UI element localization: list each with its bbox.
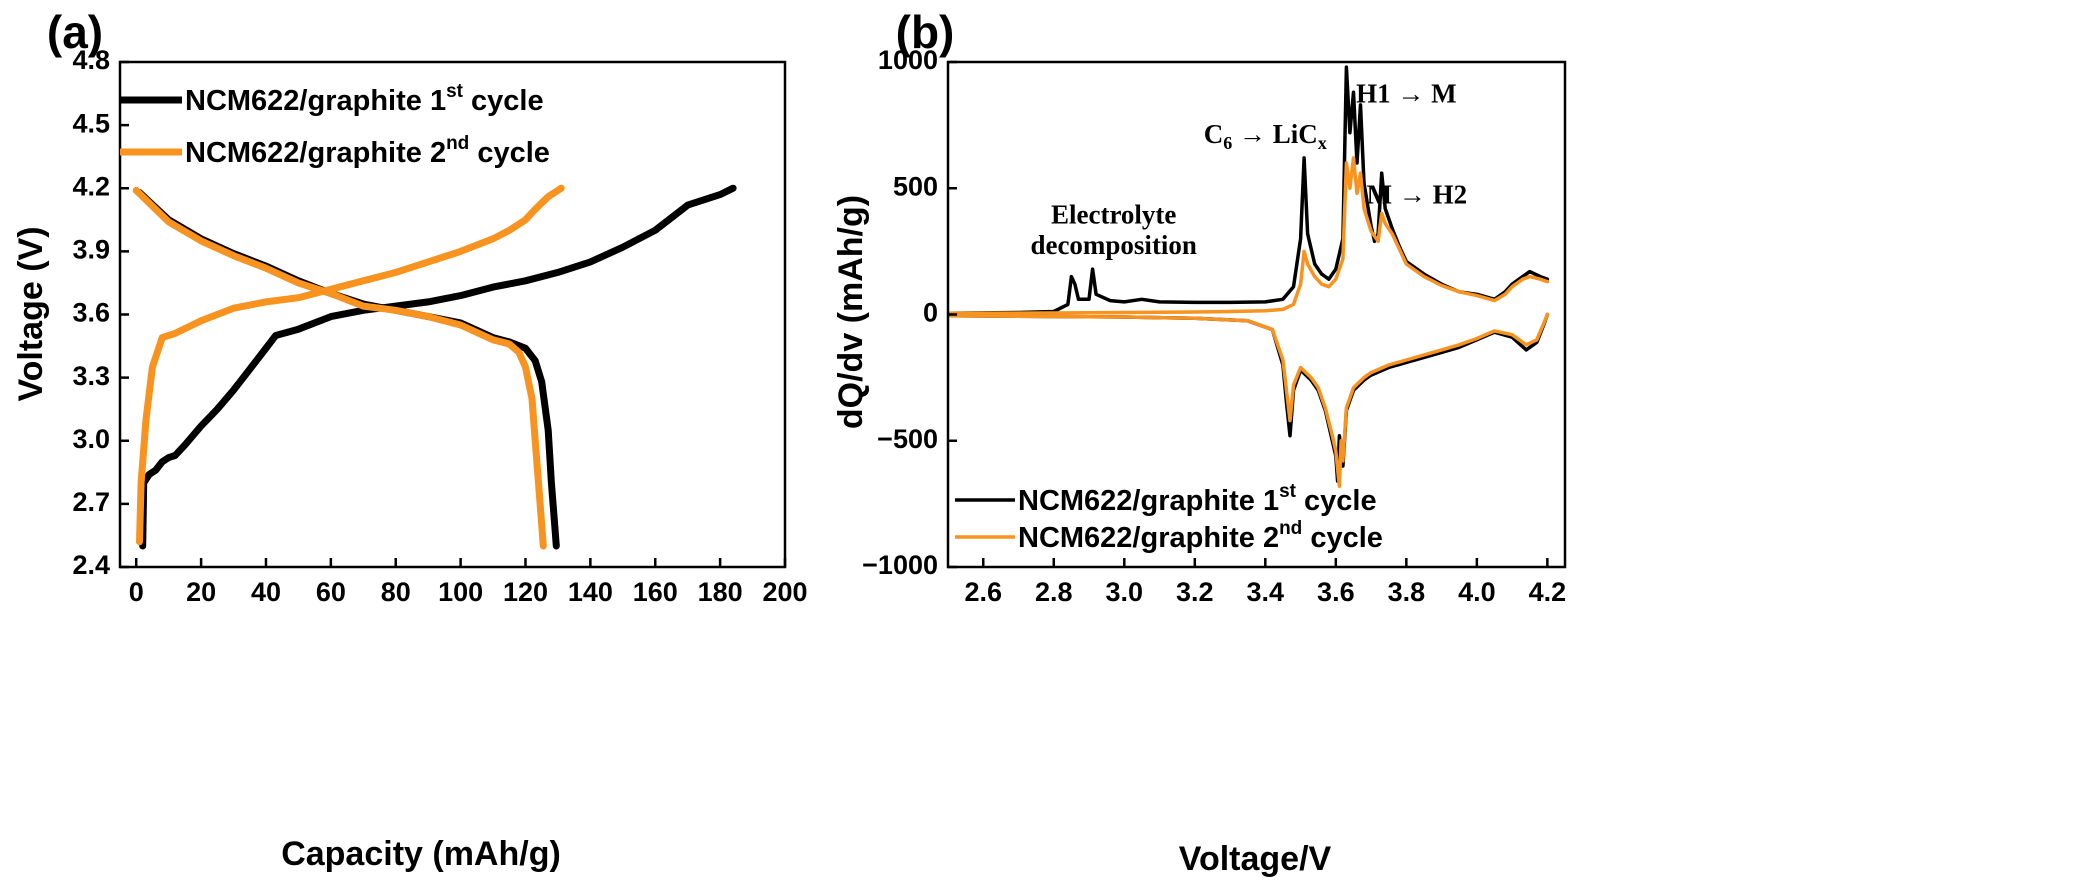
x-tick-label: 120 bbox=[503, 577, 548, 607]
y-axis-title: dQ/dv (mAh/g) bbox=[832, 195, 870, 429]
y-tick-label: 500 bbox=[893, 171, 938, 201]
x-tick-label: 4.2 bbox=[1529, 577, 1567, 607]
y-tick-label: 4.5 bbox=[72, 108, 110, 138]
series-line-1-segment-1 bbox=[139, 184, 737, 550]
series-line-2-segment-1 bbox=[136, 184, 565, 546]
legend: NCM622/graphite 1st cycleNCM622/graphite… bbox=[955, 481, 1383, 554]
x-tick-label: 160 bbox=[633, 577, 678, 607]
series-line-2-segment-1 bbox=[948, 156, 1550, 315]
x-tick-label: 2.6 bbox=[964, 577, 1002, 607]
y-tick-label: 0 bbox=[923, 298, 938, 328]
x-tick-label: 3.8 bbox=[1388, 577, 1426, 607]
legend: NCM622/graphite 1st cycle NCM622/graphite… bbox=[120, 81, 550, 169]
y-tick-label: 3.0 bbox=[72, 424, 110, 454]
x-tick-label: 200 bbox=[762, 577, 807, 607]
x-tick-label: 80 bbox=[381, 577, 411, 607]
x-axis-title: Capacity (mAh/g) bbox=[281, 835, 561, 873]
x-tick-label: 180 bbox=[698, 577, 743, 607]
x-tick-label: 3.4 bbox=[1247, 577, 1285, 607]
y-axis-title: Voltage (V) bbox=[12, 226, 50, 401]
x-tick-label: 100 bbox=[438, 577, 483, 607]
legend-label: NCM622/graphite 1st cycle bbox=[1018, 481, 1377, 517]
annotation-label: M → H2 bbox=[1367, 179, 1468, 209]
annotation-label: C6 → LiCx bbox=[1204, 119, 1327, 153]
y-tick-label: −500 bbox=[877, 424, 938, 454]
legend-label: NCM622/graphite 2nd cycle bbox=[185, 133, 550, 169]
panel-label: (a) bbox=[47, 6, 103, 58]
legend-label: NCM622/graphite 2nd cycle bbox=[1018, 518, 1383, 554]
y-tick-label: 4.8 bbox=[72, 45, 110, 75]
annotation-label: H1 → M bbox=[1356, 78, 1457, 108]
legend-label: NCM622/graphite 1st cycle bbox=[185, 81, 544, 117]
y-tick-label: −1000 bbox=[862, 550, 938, 580]
y-tick-label: 2.4 bbox=[72, 550, 110, 580]
series-line-2-segment-2 bbox=[132, 186, 547, 550]
x-tick-label: 20 bbox=[186, 577, 216, 607]
y-tick-label: 2.7 bbox=[72, 487, 110, 517]
x-tick-label: 3.0 bbox=[1106, 577, 1144, 607]
y-tick-label: 4.2 bbox=[72, 171, 110, 201]
y-tick-label: 1000 bbox=[878, 45, 938, 75]
chart-panel-b: (b) 2.6 2.8 3.0 3.2 3.4 3.6 3.8 4.0 4.2 −1000 −500 0… bbox=[832, 6, 1567, 878]
x-tick-label: 0 bbox=[129, 577, 144, 607]
annotation-label: Electrolyte bbox=[1051, 200, 1176, 230]
y-tick-label: 3.6 bbox=[72, 298, 110, 328]
x-tick-label: 3.2 bbox=[1176, 577, 1214, 607]
y-tick-label: 3.9 bbox=[72, 235, 110, 265]
x-tick-label: 4.0 bbox=[1458, 577, 1496, 607]
x-tick-label: 2.8 bbox=[1035, 577, 1073, 607]
data-lines bbox=[132, 184, 737, 550]
data-lines bbox=[948, 65, 1550, 488]
x-tick-label: 3.6 bbox=[1317, 577, 1355, 607]
x-tick-label: 40 bbox=[251, 577, 281, 607]
chart-panel-a: (a) 0 20 40 60 80 100 120 140 160 180 200 2.4 2.7 3.0 3… bbox=[12, 6, 808, 873]
panel-label: (b) bbox=[896, 6, 955, 58]
x-tick-label: 60 bbox=[316, 577, 346, 607]
series-line-2-segment-2 bbox=[948, 312, 1550, 488]
annotation-label: decomposition bbox=[1030, 230, 1197, 260]
y-tick-label: 3.3 bbox=[72, 361, 110, 391]
x-axis-title: Voltage/V bbox=[1179, 840, 1332, 878]
x-tick-label: 140 bbox=[568, 577, 613, 607]
series-line-1-segment-2 bbox=[948, 312, 1550, 483]
series-line-1-segment-2 bbox=[136, 189, 560, 550]
